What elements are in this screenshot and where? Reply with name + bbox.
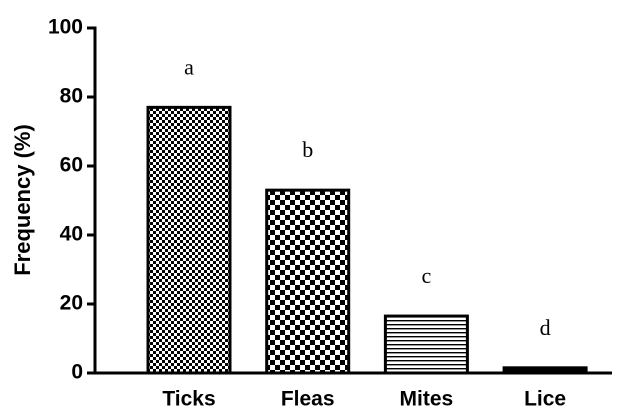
- y-tick-label: 0: [71, 361, 83, 384]
- x-tick-label: Ticks: [162, 388, 215, 411]
- x-tick-label: Lice: [524, 388, 566, 411]
- bar: [265, 188, 351, 375]
- annotation: b: [302, 137, 313, 162]
- annotation: a: [184, 54, 194, 79]
- y-tick-label: 20: [60, 292, 83, 315]
- y-tick-label: 40: [60, 223, 83, 246]
- annotation: d: [540, 315, 551, 340]
- x-tick-label: Mites: [400, 388, 454, 411]
- y-tick-label: 60: [60, 154, 83, 177]
- y-axis-label: Frequency (%): [10, 124, 35, 276]
- bar: [383, 314, 469, 375]
- y-tick-label: 100: [48, 16, 83, 39]
- bar: [146, 105, 232, 375]
- annotation: c: [422, 263, 432, 288]
- y-tick-label: 80: [60, 85, 83, 108]
- x-tick-label: Fleas: [281, 388, 335, 411]
